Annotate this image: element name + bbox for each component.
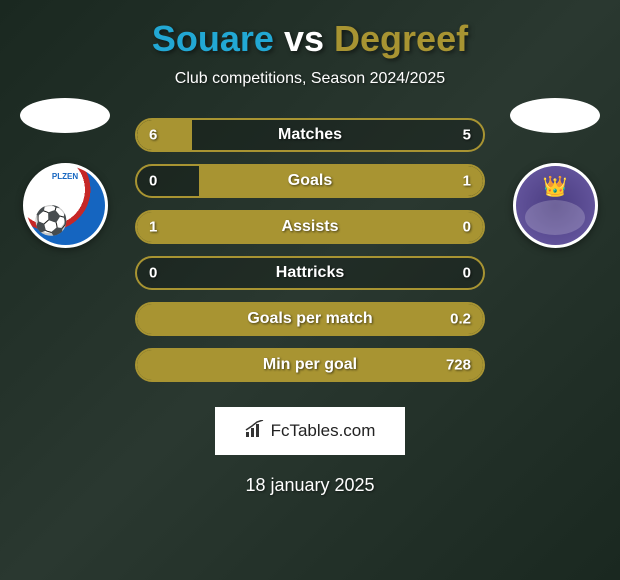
stat-value-right: 728 [446,357,471,374]
branding-text: FcTables.com [271,421,376,441]
stat-fill-right [199,166,483,196]
player1-area: PLZEN [10,98,120,248]
stat-value-right: 0 [463,265,471,282]
stat-label: Min per goal [263,356,357,374]
date-label: 18 january 2025 [0,475,620,496]
plzen-badge-text: PLZEN [52,172,78,181]
chart-icon [245,420,265,443]
stat-value-right: 0.2 [450,311,471,328]
stat-bar: Goals 0 1 [135,164,485,198]
club-badge-plzen: PLZEN [23,163,108,248]
subtitle: Club competitions, Season 2024/2025 [0,70,620,88]
stat-label: Hattricks [276,264,344,282]
player2-silhouette [510,98,600,133]
stat-bar: Goals per match 0.2 [135,302,485,336]
stat-label: Goals [288,172,332,190]
comparison-section: PLZEN Matches65Goals01Assists10Hattricks… [0,118,620,382]
stat-value-left: 1 [149,219,157,236]
stat-value-right: 5 [463,127,471,144]
stat-label: Goals per match [247,310,372,328]
stat-bar: Matches 6 5 [135,118,485,152]
stat-label: Assists [282,218,339,236]
stat-bar: Min per goal 728 [135,348,485,382]
stat-value-left: 0 [149,265,157,282]
stats-column: Matches65Goals01Assists10Hattricks00Goal… [135,118,485,382]
stat-value-right: 0 [463,219,471,236]
stat-label: Matches [278,126,342,144]
branding-badge: FcTables.com [215,407,405,455]
infographic-container: Souare vs Degreef Club competitions, Sea… [0,0,620,580]
stat-value-left: 0 [149,173,157,190]
player2-area [500,98,610,248]
stat-value-left: 6 [149,127,157,144]
stat-value-right: 1 [463,173,471,190]
comparison-title: Souare vs Degreef [0,18,620,60]
club-badge-anderlecht [513,163,598,248]
player1-silhouette [20,98,110,133]
stat-bar: Hattricks 0 0 [135,256,485,290]
stat-fill-left [137,120,192,150]
player1-name: Souare [152,18,274,59]
player2-name: Degreef [334,18,468,59]
stat-bar: Assists 1 0 [135,210,485,244]
vs-separator: vs [284,18,324,59]
